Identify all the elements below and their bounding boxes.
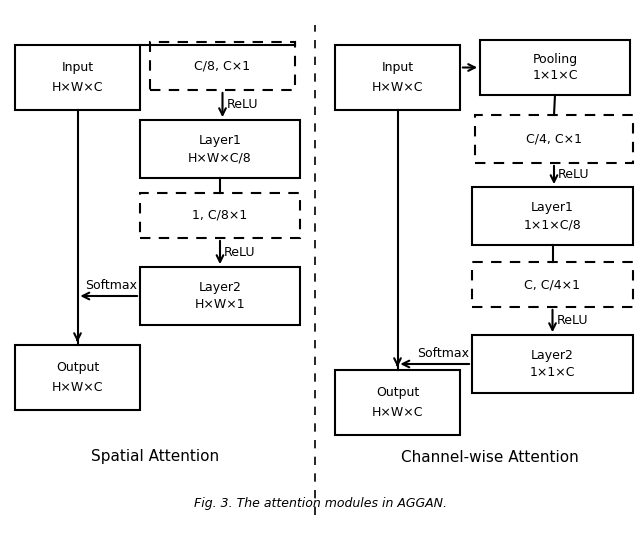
Text: Softmax: Softmax — [417, 347, 469, 360]
Text: Layer2: Layer2 — [531, 349, 574, 362]
Text: ReLU: ReLU — [557, 314, 588, 328]
Text: 1×1×C: 1×1×C — [530, 366, 575, 379]
Text: ReLU: ReLU — [227, 99, 258, 112]
Bar — [335, 370, 460, 435]
Bar — [150, 42, 295, 90]
Text: Input: Input — [381, 61, 413, 74]
Bar — [140, 193, 300, 238]
Text: H×W×1: H×W×1 — [195, 298, 245, 311]
Text: ReLU: ReLU — [558, 168, 589, 181]
Text: H×W×C: H×W×C — [52, 81, 103, 94]
Bar — [475, 115, 633, 163]
Text: H×W×C: H×W×C — [372, 81, 423, 94]
Text: H×W×C: H×W×C — [52, 381, 103, 393]
Text: C/8, C×1: C/8, C×1 — [195, 59, 251, 72]
Text: H×W×C: H×W×C — [372, 405, 423, 419]
Text: Input: Input — [61, 61, 93, 74]
Text: H×W×C/8: H×W×C/8 — [188, 151, 252, 164]
Text: C/4, C×1: C/4, C×1 — [526, 132, 582, 146]
Bar — [480, 40, 630, 95]
Text: ReLU: ReLU — [224, 246, 255, 259]
Text: 1×1×C/8: 1×1×C/8 — [524, 218, 581, 231]
Bar — [472, 335, 633, 393]
Text: Pooling: Pooling — [532, 53, 577, 66]
Bar — [472, 262, 633, 307]
Text: Output: Output — [56, 361, 99, 374]
Bar — [335, 45, 460, 110]
Text: Layer1: Layer1 — [198, 134, 241, 147]
Text: Layer1: Layer1 — [531, 201, 574, 214]
Bar — [472, 187, 633, 245]
Text: 1×1×C: 1×1×C — [532, 69, 578, 82]
Text: Layer2: Layer2 — [198, 281, 241, 294]
Bar — [140, 120, 300, 178]
Text: Output: Output — [376, 386, 419, 399]
Bar — [15, 45, 140, 110]
Text: 1, C/8×1: 1, C/8×1 — [193, 209, 248, 222]
Text: Fig. 3. The attention modules in AGGAN.: Fig. 3. The attention modules in AGGAN. — [193, 496, 447, 510]
Text: Channel-wise Attention: Channel-wise Attention — [401, 450, 579, 464]
Text: Spatial Attention: Spatial Attention — [91, 450, 219, 464]
Text: Softmax: Softmax — [85, 279, 137, 292]
Text: C, C/4×1: C, C/4×1 — [525, 278, 580, 291]
Bar — [15, 345, 140, 410]
Bar — [140, 267, 300, 325]
